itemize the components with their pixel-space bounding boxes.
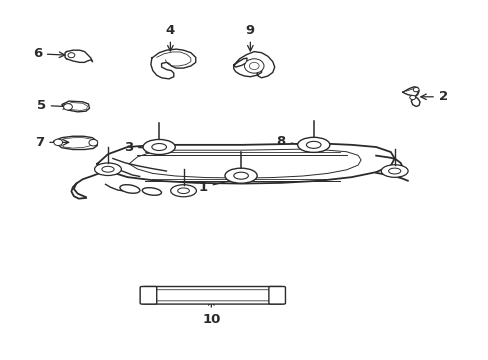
Ellipse shape [120, 185, 140, 193]
Text: 2: 2 [420, 90, 447, 103]
Text: 10: 10 [202, 300, 220, 326]
Text: 5: 5 [37, 99, 68, 112]
FancyBboxPatch shape [268, 287, 285, 304]
Ellipse shape [152, 144, 166, 150]
Circle shape [409, 95, 415, 100]
Ellipse shape [102, 166, 114, 172]
Ellipse shape [297, 137, 329, 152]
Ellipse shape [224, 168, 257, 183]
Circle shape [63, 104, 72, 110]
Ellipse shape [306, 141, 321, 148]
Circle shape [68, 53, 75, 58]
Ellipse shape [381, 165, 407, 177]
Text: 6: 6 [33, 47, 64, 60]
Ellipse shape [143, 139, 175, 154]
Text: 8: 8 [276, 135, 309, 148]
Circle shape [244, 59, 264, 73]
Text: 9: 9 [245, 24, 254, 51]
Text: 3: 3 [123, 140, 157, 153]
Ellipse shape [94, 163, 121, 176]
FancyBboxPatch shape [140, 287, 157, 304]
Text: 1: 1 [198, 178, 237, 194]
Circle shape [89, 139, 98, 146]
Ellipse shape [170, 185, 196, 197]
Ellipse shape [233, 172, 248, 179]
FancyBboxPatch shape [145, 290, 280, 301]
Ellipse shape [388, 168, 400, 174]
Circle shape [249, 62, 259, 69]
Text: 4: 4 [165, 24, 175, 51]
Ellipse shape [142, 188, 161, 195]
Text: 7: 7 [35, 136, 68, 149]
Ellipse shape [177, 188, 189, 194]
Circle shape [54, 139, 62, 145]
Circle shape [412, 87, 418, 92]
FancyBboxPatch shape [141, 287, 285, 304]
